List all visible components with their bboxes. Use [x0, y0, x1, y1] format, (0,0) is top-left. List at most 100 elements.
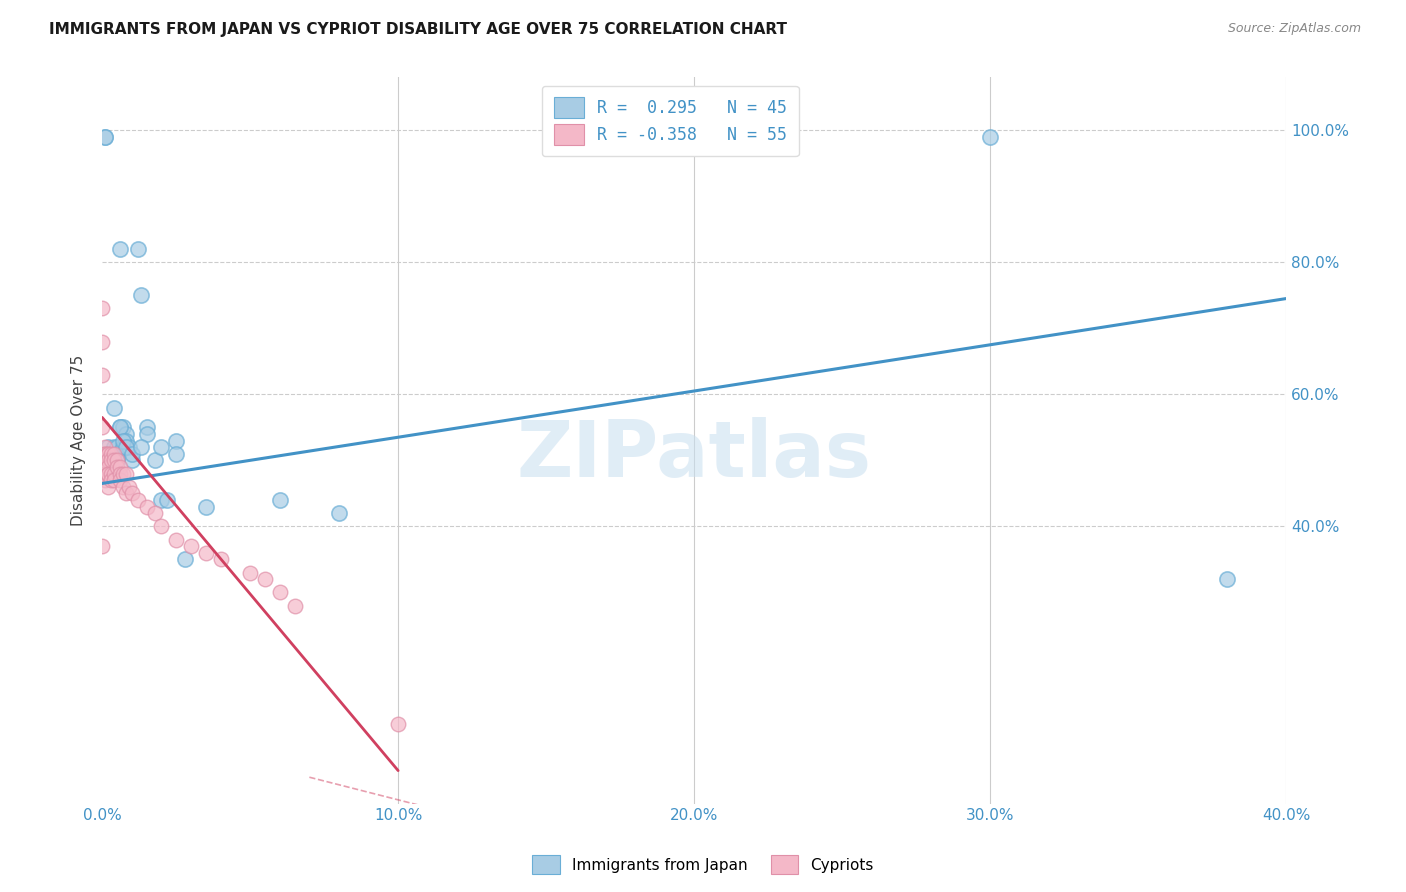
Point [91, 420, 114, 434]
Point [111, 420, 134, 434]
Point [94, 459, 117, 474]
Point [115, 440, 138, 454]
Point [103, 440, 125, 454]
Point [97, 480, 120, 494]
Point [111, 440, 134, 454]
Point [253, 572, 276, 586]
Point [105, 453, 128, 467]
Point [103, 453, 125, 467]
Point [94, 453, 117, 467]
Legend: Immigrants from Japan, Cypriots: Immigrants from Japan, Cypriots [526, 849, 880, 880]
Point [97, 453, 120, 467]
Point [145, 453, 167, 467]
Point [108, 459, 131, 474]
Point [269, 585, 291, 599]
Point [979, 129, 1001, 144]
Point [135, 500, 157, 514]
Point [284, 599, 307, 613]
Point [91, 447, 114, 461]
Point [108, 242, 131, 256]
Point [94, 453, 117, 467]
Point [194, 546, 217, 560]
Point [111, 434, 134, 448]
Point [108, 473, 131, 487]
Text: ZIPatlas: ZIPatlas [516, 417, 872, 493]
Y-axis label: Disability Age Over 75: Disability Age Over 75 [72, 355, 86, 526]
Point [121, 486, 143, 500]
Point [105, 459, 128, 474]
Legend: R =  0.295   N = 45, R = -0.358   N = 55: R = 0.295 N = 45, R = -0.358 N = 55 [543, 86, 799, 156]
Point [209, 552, 232, 566]
Point [150, 519, 173, 533]
Point [121, 453, 143, 467]
Point [194, 500, 217, 514]
Point [115, 486, 138, 500]
Point [94, 440, 117, 454]
Point [115, 434, 138, 448]
Point [269, 492, 291, 507]
Point [105, 447, 128, 461]
Point [91, 334, 114, 349]
Point [97, 453, 120, 467]
Point [111, 480, 134, 494]
Point [94, 467, 117, 481]
Point [127, 242, 149, 256]
Point [239, 566, 262, 580]
Point [135, 426, 157, 441]
Point [97, 459, 120, 474]
Point [180, 539, 202, 553]
Point [103, 467, 125, 481]
Point [97, 467, 120, 481]
Point [111, 467, 134, 481]
Point [103, 401, 125, 415]
Point [105, 440, 128, 454]
Point [94, 473, 117, 487]
Point [100, 447, 122, 461]
Point [100, 473, 122, 487]
Point [105, 453, 128, 467]
Point [165, 434, 187, 448]
Point [97, 447, 120, 461]
Point [94, 447, 117, 461]
Point [97, 440, 120, 454]
Point [94, 453, 117, 467]
Point [121, 447, 143, 461]
Point [150, 440, 173, 454]
Point [156, 492, 179, 507]
Point [97, 453, 120, 467]
Point [108, 467, 131, 481]
Point [165, 447, 187, 461]
Point [103, 447, 125, 461]
Point [115, 467, 138, 481]
Point [1216, 572, 1239, 586]
Point [94, 129, 117, 144]
Point [100, 453, 122, 467]
Point [742, 129, 765, 144]
Point [118, 480, 141, 494]
Point [100, 459, 122, 474]
Point [91, 467, 114, 481]
Point [100, 447, 122, 461]
Point [127, 492, 149, 507]
Point [328, 506, 350, 520]
Point [129, 440, 152, 454]
Point [94, 129, 117, 144]
Point [150, 492, 173, 507]
Point [91, 539, 114, 553]
Point [115, 426, 138, 441]
Point [94, 447, 117, 461]
Point [108, 420, 131, 434]
Point [174, 552, 197, 566]
Point [91, 368, 114, 382]
Point [97, 467, 120, 481]
Point [103, 473, 125, 487]
Point [100, 453, 122, 467]
Point [108, 420, 131, 434]
Point [94, 467, 117, 481]
Point [135, 420, 157, 434]
Point [97, 447, 120, 461]
Point [97, 447, 120, 461]
Point [91, 301, 114, 316]
Point [387, 717, 409, 731]
Text: IMMIGRANTS FROM JAPAN VS CYPRIOT DISABILITY AGE OVER 75 CORRELATION CHART: IMMIGRANTS FROM JAPAN VS CYPRIOT DISABIL… [49, 22, 787, 37]
